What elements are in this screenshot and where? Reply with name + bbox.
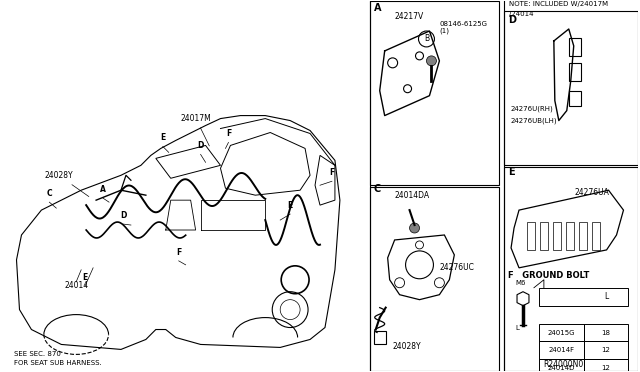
Text: B: B: [424, 35, 429, 44]
Text: L: L: [515, 324, 519, 330]
Text: F: F: [226, 129, 231, 138]
Bar: [579, 222, 587, 250]
Bar: [539, 341, 584, 359]
Text: D: D: [508, 15, 516, 25]
Bar: [569, 63, 580, 81]
Bar: [374, 330, 386, 344]
Text: 24276UB(LH): 24276UB(LH): [510, 118, 557, 124]
Bar: [370, 187, 499, 371]
Bar: [566, 222, 573, 250]
Bar: [569, 38, 580, 56]
Text: 08146-6125G
(1): 08146-6125G (1): [440, 21, 488, 35]
Text: C: C: [374, 184, 381, 194]
Bar: [504, 167, 639, 371]
Text: 24017M: 24017M: [180, 113, 211, 146]
Text: 12: 12: [602, 365, 611, 371]
Text: E: E: [287, 201, 292, 210]
Text: C: C: [47, 189, 52, 198]
Bar: [527, 222, 535, 250]
Text: A: A: [100, 185, 106, 194]
Bar: [553, 222, 561, 250]
Text: 24014D: 24014D: [548, 365, 575, 371]
Text: E: E: [160, 134, 165, 142]
Text: 24217V: 24217V: [395, 12, 424, 21]
Bar: [591, 222, 600, 250]
Text: 12: 12: [602, 347, 611, 353]
Bar: [539, 288, 628, 306]
Bar: [539, 324, 584, 341]
Text: F: F: [176, 248, 181, 257]
Text: E: E: [508, 167, 515, 177]
Bar: [539, 359, 584, 372]
Text: 24276UA: 24276UA: [575, 188, 610, 197]
Text: M6: M6: [515, 280, 525, 286]
Circle shape: [410, 223, 419, 233]
Text: NOTE: INCLUDED W/24017M: NOTE: INCLUDED W/24017M: [509, 1, 608, 7]
Text: L: L: [604, 292, 608, 301]
Text: 18: 18: [602, 330, 611, 336]
Bar: [504, 11, 639, 165]
Text: 24028Y: 24028Y: [392, 342, 421, 352]
Text: 24028Y: 24028Y: [45, 171, 89, 196]
Bar: [584, 324, 628, 341]
Bar: [540, 222, 548, 250]
Text: 24014DA: 24014DA: [395, 191, 429, 200]
Text: 24015G: 24015G: [548, 330, 575, 336]
Text: 24014F: 24014F: [548, 347, 574, 353]
Text: 24014: 24014: [64, 281, 88, 290]
Bar: [584, 341, 628, 359]
Circle shape: [426, 56, 436, 66]
Text: A: A: [374, 3, 381, 13]
Text: D: D: [197, 141, 204, 150]
Bar: [370, 1, 499, 185]
Text: F   GROUND BOLT: F GROUND BOLT: [508, 271, 589, 280]
Text: SEE SEC. 870
FOR SEAT SUB HARNESS.: SEE SEC. 870 FOR SEAT SUB HARNESS.: [13, 352, 101, 366]
Text: F: F: [330, 168, 335, 177]
Text: 24276U(RH): 24276U(RH): [510, 106, 553, 112]
Text: 24276UC: 24276UC: [440, 263, 474, 272]
Text: D: D: [120, 211, 126, 220]
Text: R24000N0: R24000N0: [543, 360, 584, 369]
Bar: [569, 91, 580, 106]
Text: /24014: /24014: [509, 11, 534, 17]
Text: E: E: [83, 273, 88, 282]
Bar: [584, 359, 628, 372]
